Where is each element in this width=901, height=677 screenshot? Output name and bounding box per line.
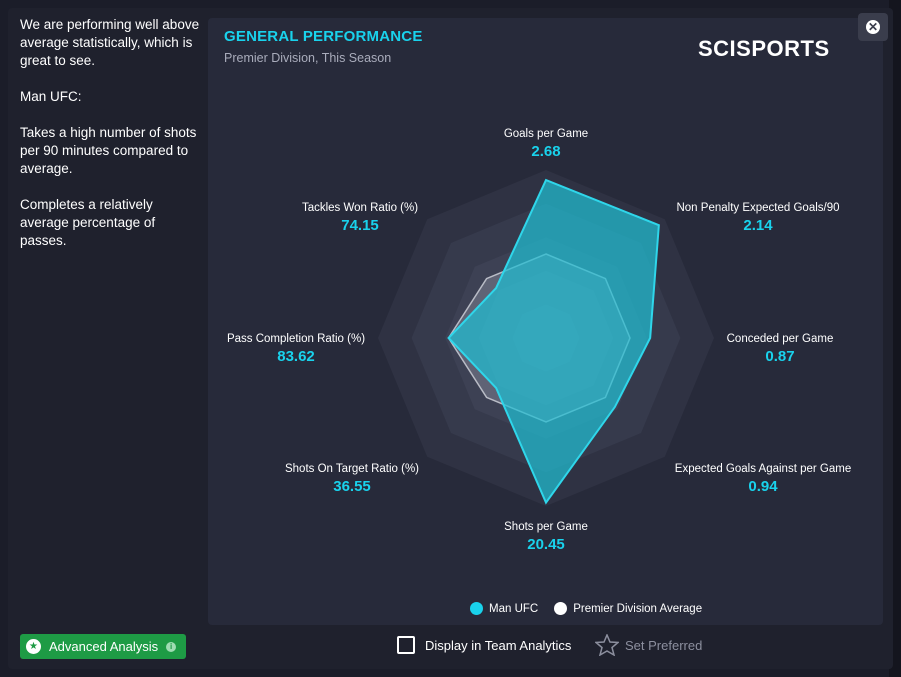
summary-paragraph: We are performing well above average sta… [20, 17, 200, 68]
panel-title: GENERAL PERFORMANCE [224, 28, 423, 45]
advanced-analysis-button[interactable]: ★ Advanced Analysis i [20, 634, 186, 659]
series-man-ufc-area [447, 178, 660, 505]
chart-legend: Man UFC Premier Division Average [470, 602, 702, 615]
legend-label-man-ufc: Man UFC [489, 602, 539, 615]
star-badge-icon: ★ [26, 639, 41, 654]
axis-value: 0.87 [765, 348, 795, 365]
display-in-team-analytics-toggle[interactable]: Display in Team Analytics [397, 636, 571, 654]
info-icon: i [166, 641, 177, 652]
set-preferred-button[interactable]: Set Preferred [595, 634, 702, 656]
display-in-team-analytics-label: Display in Team Analytics [425, 637, 572, 653]
axis-label: Tackles Won Ratio (%) [301, 202, 419, 214]
axis-label: Pass Completion Ratio (%) [226, 333, 366, 345]
brand-logo: SCISPORTS [698, 36, 830, 61]
axis-label: Shots per Game [504, 521, 588, 533]
panel-subtitle: Premier Division, This Season [224, 51, 392, 65]
axis-label: Goals per Game [503, 128, 589, 140]
axis-value: 0.94 [748, 478, 778, 495]
close-button[interactable]: ✕ [858, 13, 888, 41]
legend-dot-man-ufc [470, 602, 483, 615]
axis-value: 83.62 [277, 348, 315, 365]
star-outline-icon [595, 634, 619, 656]
axis-value: 2.68 [531, 143, 561, 160]
legend-dot-average [554, 602, 568, 615]
summary-paragraph: Man UFC: [20, 89, 82, 104]
axis-label: Expected Goals Against per Game [674, 463, 852, 475]
axis-label: Shots On Target Ratio (%) [284, 463, 420, 475]
axis-value: 36.55 [333, 478, 371, 495]
advanced-analysis-label: Advanced Analysis [49, 639, 159, 654]
set-preferred-label: Set Preferred [625, 637, 703, 653]
axis-value: 74.15 [341, 217, 379, 234]
axis-value: 2.14 [743, 217, 773, 234]
axis-label: Non Penalty Expected Goals/90 [676, 202, 840, 214]
summary-paragraph: Completes a relatively average percentag… [20, 197, 156, 248]
axis-label: Conceded per Game [726, 333, 834, 345]
axis-value: 20.45 [527, 536, 565, 553]
summary-paragraph: Takes a high number of shots per 90 minu… [20, 125, 197, 176]
checkbox[interactable] [397, 636, 415, 654]
legend-label-average: Premier Division Average [573, 602, 703, 615]
close-icon: ✕ [866, 20, 880, 34]
sidebar-summary: We are performing well above average sta… [20, 16, 200, 268]
